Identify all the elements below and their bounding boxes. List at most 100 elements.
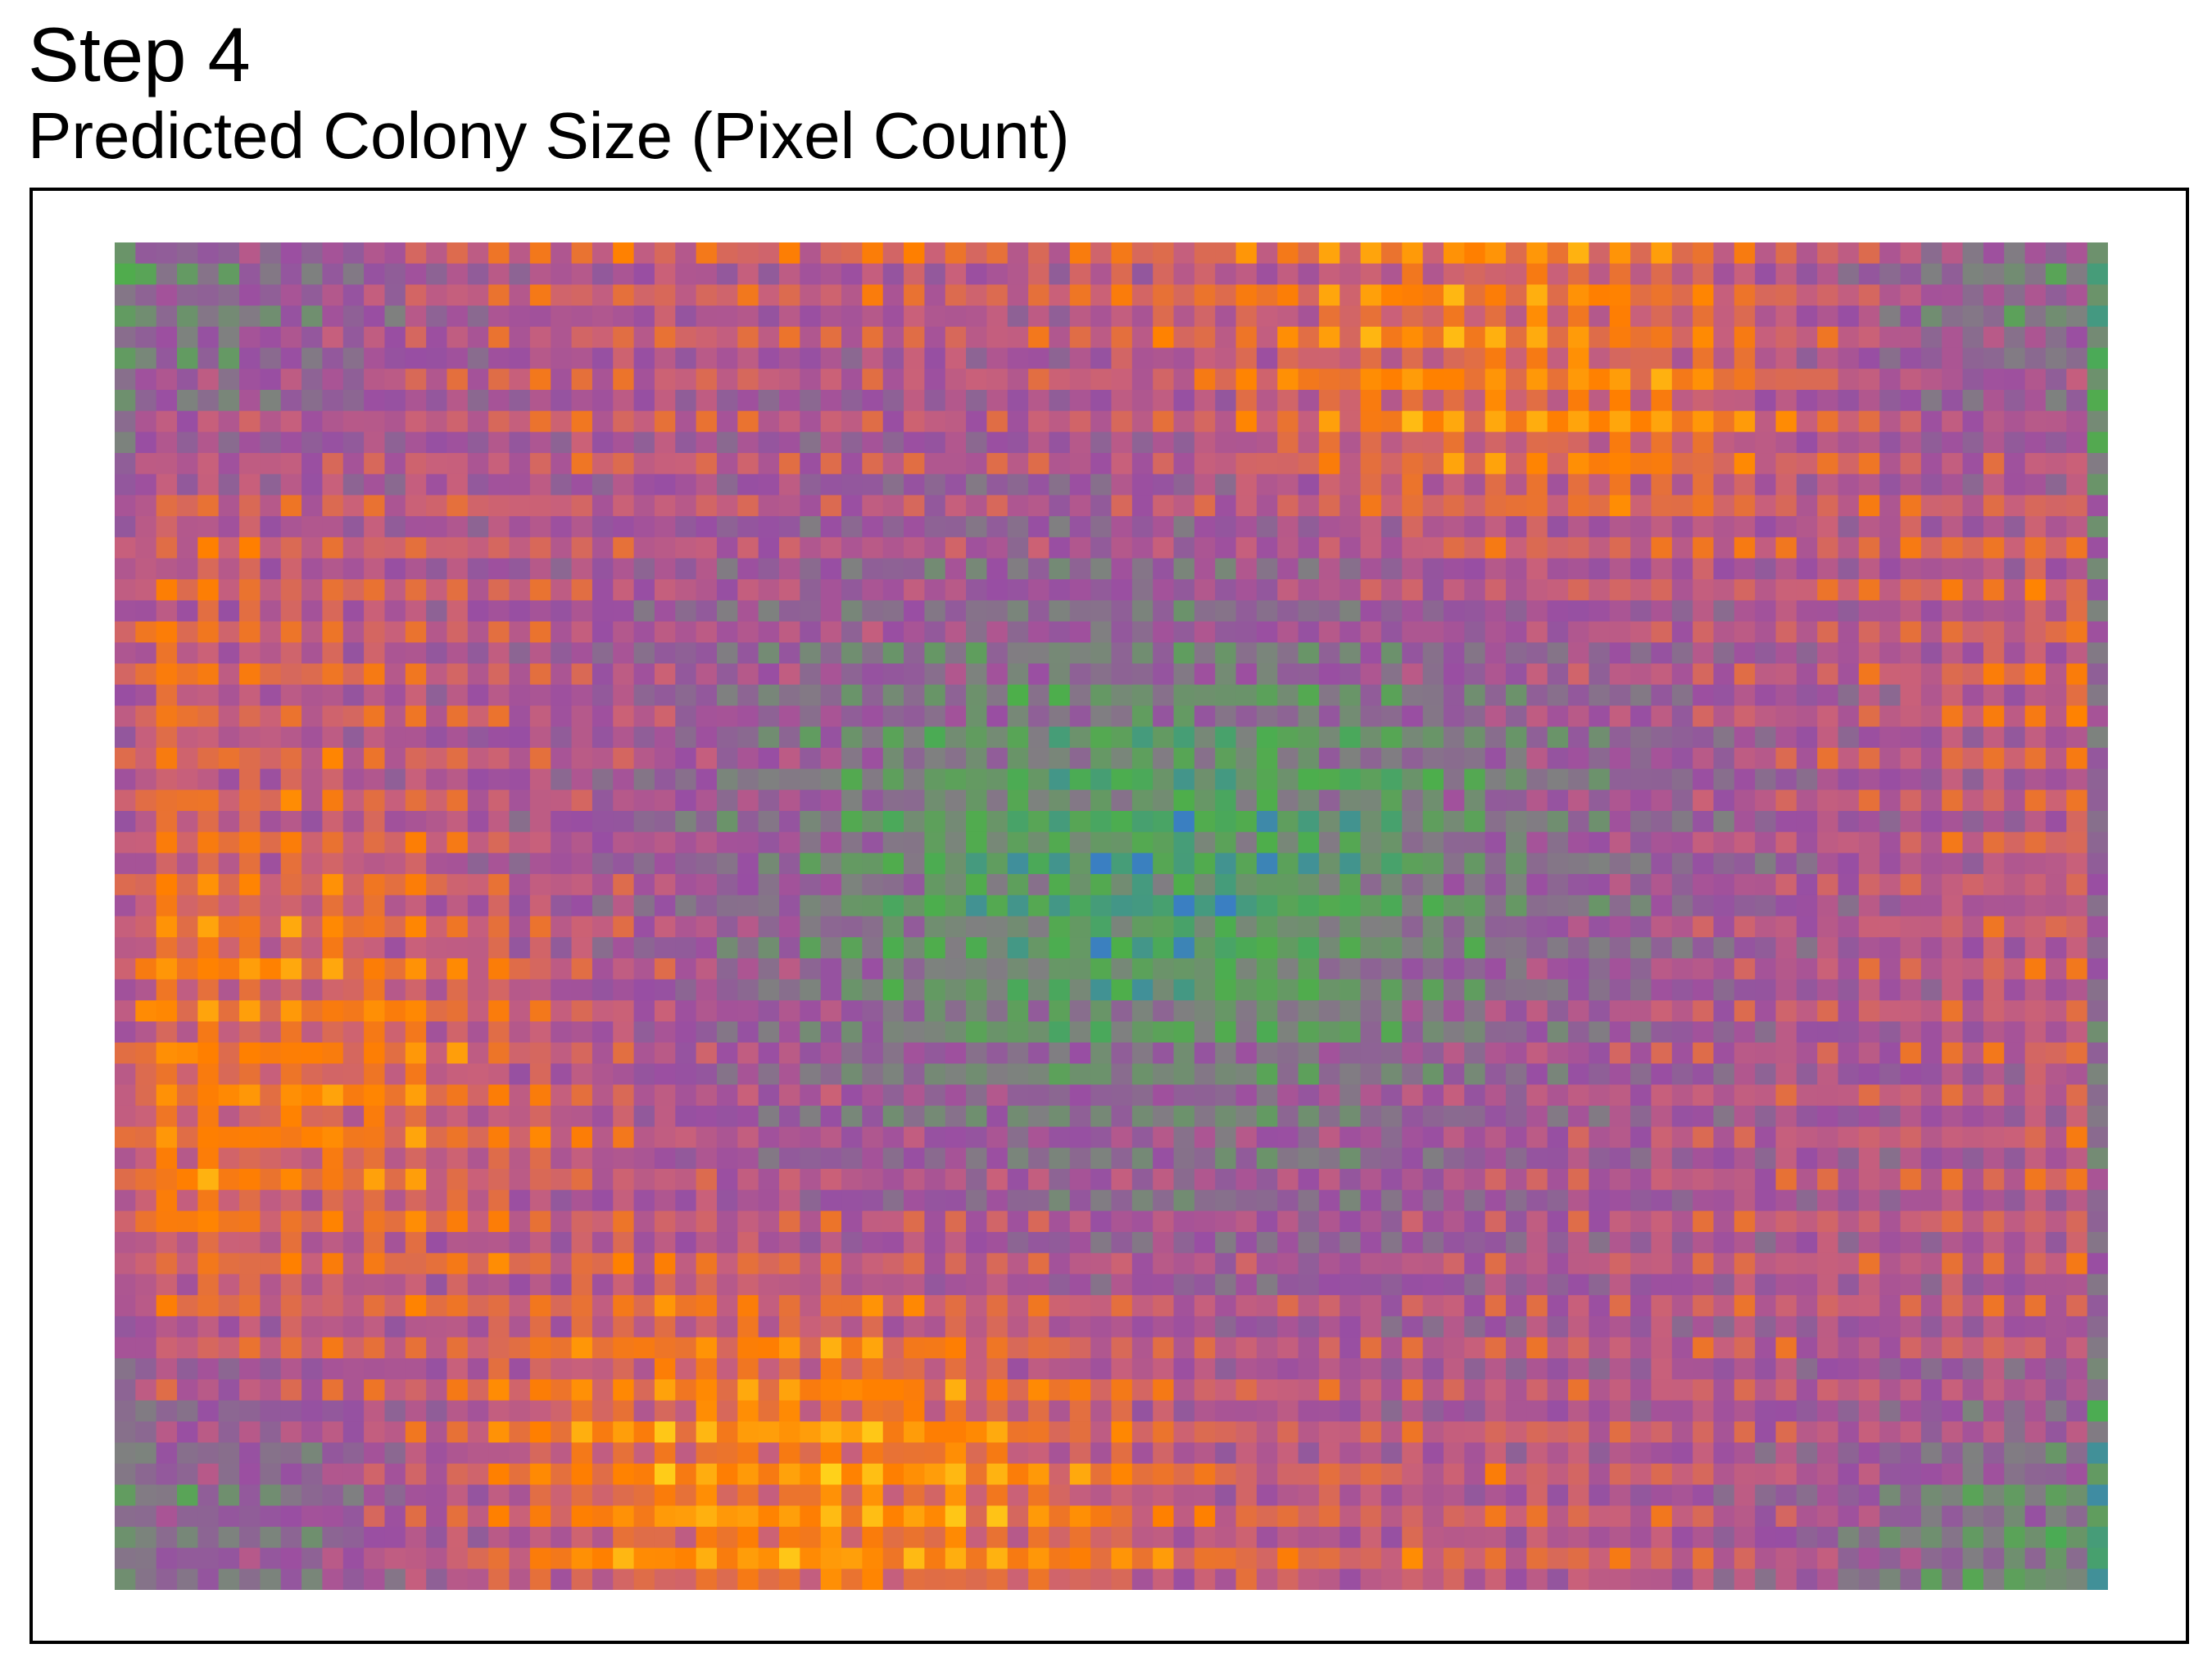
heatmap-cell — [862, 537, 884, 559]
heatmap-cell — [1173, 1148, 1195, 1170]
heatmap-cell — [1028, 410, 1050, 432]
heatmap-cell — [1838, 768, 1860, 790]
heatmap-cell — [446, 621, 469, 643]
heatmap-cell — [1339, 727, 1362, 749]
heatmap-cell — [1962, 1021, 1984, 1044]
heatmap-cell — [446, 663, 469, 686]
heatmap-cell — [613, 473, 635, 496]
heatmap-cell — [1858, 768, 1880, 790]
heatmap-cell — [1235, 306, 1258, 328]
heatmap-cell — [779, 1063, 800, 1085]
heatmap-cell — [654, 432, 676, 454]
heatmap-cell — [696, 1274, 718, 1296]
heatmap-cell — [1360, 874, 1382, 896]
heatmap-cell — [551, 347, 573, 369]
heatmap-cell — [1817, 600, 1839, 623]
heatmap-cell — [613, 937, 635, 959]
heatmap-cell — [1380, 347, 1403, 369]
heatmap-cell — [1339, 1126, 1362, 1148]
heatmap-cell — [1069, 1168, 1091, 1191]
heatmap-cell — [1506, 894, 1527, 917]
heatmap-cell — [1402, 1252, 1424, 1275]
heatmap-cell — [779, 810, 800, 833]
heatmap-cell — [280, 306, 302, 328]
heatmap-cell — [1402, 1063, 1424, 1085]
heatmap-cell — [239, 600, 261, 623]
heatmap-cell — [1693, 642, 1715, 664]
heatmap-cell — [654, 1252, 676, 1275]
heatmap-cell — [1277, 326, 1299, 349]
heatmap-cell — [1693, 558, 1715, 580]
heatmap-cell — [1879, 979, 1902, 1001]
heatmap-cell — [509, 600, 531, 623]
heatmap-cell — [156, 1042, 178, 1065]
heatmap-cell — [488, 979, 510, 1001]
heatmap-cell — [592, 1063, 614, 1085]
heatmap-cell — [1589, 432, 1611, 454]
heatmap-cell — [301, 1189, 324, 1211]
heatmap-cell — [2004, 916, 2026, 938]
heatmap-cell — [1464, 579, 1486, 601]
heatmap-cell — [1858, 1168, 1880, 1191]
heatmap-cell — [2024, 1252, 2047, 1275]
heatmap-cell — [1028, 600, 1050, 623]
heatmap-cell — [592, 979, 614, 1001]
heatmap-cell — [1796, 347, 1818, 369]
heatmap-cell — [1693, 1295, 1715, 1317]
heatmap-cell — [1131, 1295, 1154, 1317]
heatmap-cell — [1942, 684, 1964, 707]
heatmap-cell — [115, 1337, 136, 1359]
heatmap-cell — [239, 747, 261, 770]
heatmap-cell — [882, 663, 904, 686]
heatmap-cell — [1049, 432, 1071, 454]
heatmap-cell — [613, 1189, 635, 1211]
heatmap-cell — [446, 432, 469, 454]
heatmap-cell — [1962, 663, 1984, 686]
heatmap-cell — [716, 516, 738, 538]
heatmap-cell — [467, 663, 489, 686]
heatmap-cell — [115, 768, 136, 790]
heatmap-cell — [322, 537, 344, 559]
heatmap-cell — [1111, 600, 1133, 623]
heatmap-cell — [1194, 979, 1216, 1001]
heatmap-cell — [1090, 790, 1113, 812]
heatmap-cell — [1111, 727, 1133, 749]
heatmap-cell — [945, 579, 967, 601]
heatmap-cell — [1298, 263, 1320, 285]
heatmap-cell — [1090, 831, 1113, 854]
heatmap-cell — [1879, 1274, 1902, 1296]
heatmap-cell — [1713, 1148, 1735, 1170]
heatmap-cell — [1028, 1252, 1050, 1275]
heatmap-cell — [1962, 684, 1984, 707]
heatmap-cell — [1942, 979, 1964, 1001]
heatmap-cell — [654, 874, 676, 896]
heatmap-cell — [1464, 306, 1486, 328]
heatmap-cell — [1422, 768, 1444, 790]
heatmap-cell — [1651, 747, 1673, 770]
heatmap-cell — [1339, 1105, 1362, 1128]
heatmap-cell — [446, 1295, 469, 1317]
heatmap-cell — [716, 1168, 738, 1191]
heatmap-cell — [301, 284, 324, 306]
heatmap-cell — [1007, 284, 1029, 306]
heatmap-cell — [1173, 306, 1195, 328]
heatmap-cell — [1609, 1063, 1631, 1085]
heatmap-cell — [1298, 684, 1320, 707]
heatmap-cell — [1817, 663, 1839, 686]
heatmap-cell — [1838, 1126, 1860, 1148]
heatmap-cell — [1215, 747, 1237, 770]
heatmap-cell — [2087, 1085, 2108, 1107]
heatmap-cell — [2087, 306, 2108, 328]
heatmap-cell — [322, 684, 344, 707]
heatmap-cell — [1007, 853, 1029, 875]
heatmap-cell — [1630, 1189, 1652, 1211]
heatmap-cell — [1028, 937, 1050, 959]
heatmap-cell — [218, 1126, 240, 1148]
heatmap-cell — [135, 1274, 157, 1296]
heatmap-cell — [342, 727, 365, 749]
heatmap-cell — [758, 242, 780, 265]
heatmap-cell — [737, 937, 759, 959]
heatmap-cell — [177, 1063, 198, 1085]
heatmap-cell — [758, 537, 780, 559]
heatmap-cell — [1755, 684, 1777, 707]
